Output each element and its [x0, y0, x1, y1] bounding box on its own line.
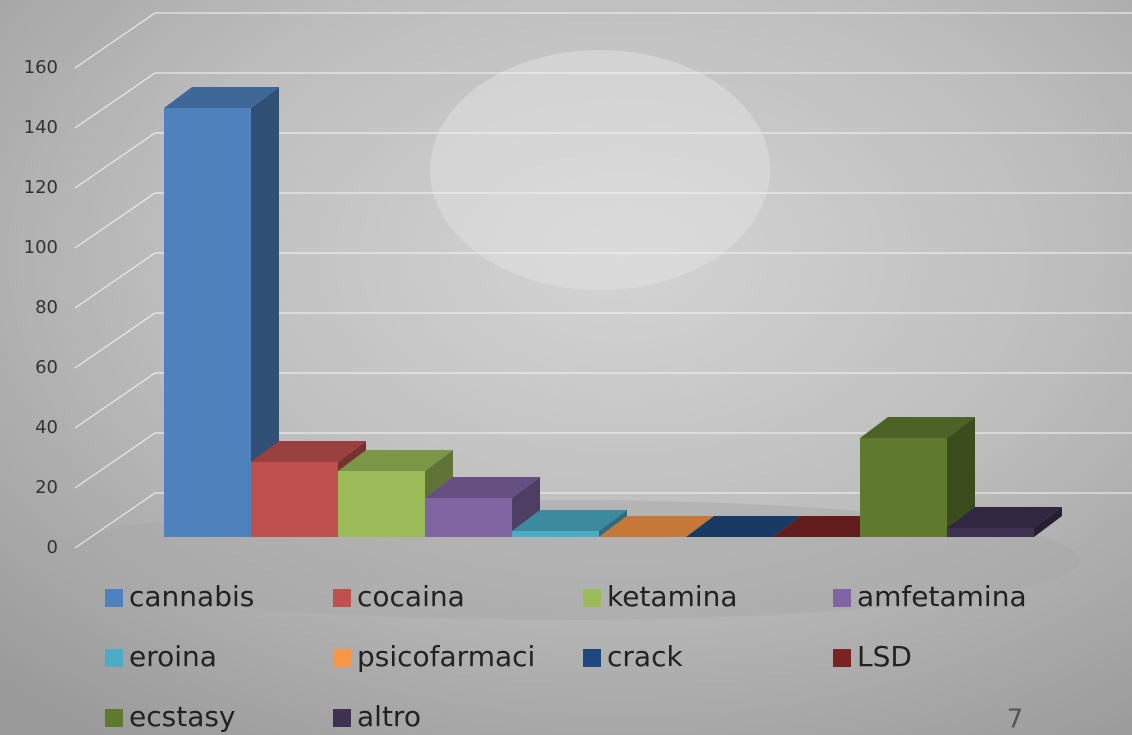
legend-label: psicofarmaci: [357, 640, 535, 673]
bar: [947, 528, 1034, 537]
y-tick-label: 140: [24, 117, 58, 138]
slide: 7 0 20 40 60 80 100 120 140 160 cannabis cocaina ke…: [0, 0, 1132, 735]
background-shape: [430, 50, 770, 290]
bar: [338, 471, 425, 537]
legend-swatch: [583, 649, 601, 667]
bar: [860, 438, 947, 537]
legend-label: eroina: [129, 640, 217, 673]
legend-swatch: [105, 589, 123, 607]
y-tick-label: 160: [24, 57, 58, 78]
legend-swatch: [333, 589, 351, 607]
legend-swatch: [833, 649, 851, 667]
legend-label: cannabis: [129, 580, 254, 613]
legend-label: crack: [607, 640, 683, 673]
y-tick-label: 20: [35, 477, 58, 498]
legend-label: LSD: [857, 640, 912, 673]
slide-number: 7: [1007, 705, 1024, 735]
y-tick-label: 80: [35, 297, 58, 318]
y-tick-label: 120: [24, 177, 58, 198]
legend-swatch: [333, 709, 351, 727]
bar: [251, 462, 338, 537]
y-tick-label: 40: [35, 417, 58, 438]
legend-swatch: [833, 589, 851, 607]
legend-label: ketamina: [607, 580, 738, 613]
bar: [425, 498, 512, 537]
legend-swatch: [105, 649, 123, 667]
legend-swatch: [333, 649, 351, 667]
y-tick-label: 60: [35, 357, 58, 378]
legend-swatch: [105, 709, 123, 727]
legend-swatch: [583, 589, 601, 607]
bar: [164, 108, 251, 537]
y-tick-label: 100: [24, 237, 58, 258]
bar: [512, 531, 599, 537]
legend-label: altro: [357, 700, 421, 733]
legend-label: ecstasy: [129, 700, 236, 733]
y-tick-label: 0: [47, 537, 58, 558]
legend-label: cocaina: [357, 580, 465, 613]
legend-label: amfetamina: [857, 580, 1027, 613]
